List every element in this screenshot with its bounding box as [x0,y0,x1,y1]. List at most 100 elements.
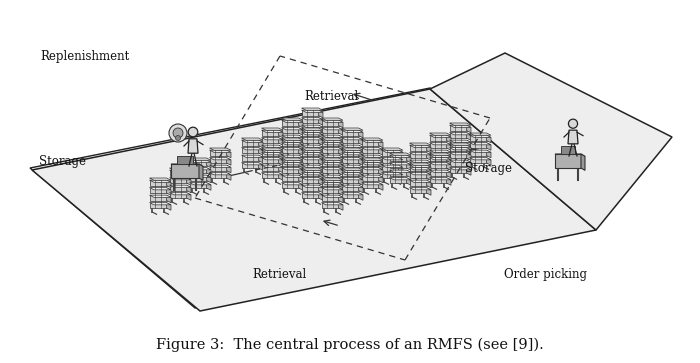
Polygon shape [321,120,339,126]
Polygon shape [302,125,318,131]
Circle shape [169,124,187,142]
Polygon shape [209,165,231,167]
Polygon shape [262,153,279,158]
Polygon shape [361,163,383,165]
Circle shape [568,119,578,128]
Polygon shape [321,140,343,142]
Polygon shape [318,138,323,145]
Polygon shape [430,143,447,148]
Polygon shape [302,152,323,155]
Polygon shape [298,148,303,155]
Polygon shape [206,160,211,168]
Polygon shape [430,133,451,135]
Polygon shape [389,155,411,157]
Polygon shape [298,128,303,135]
Polygon shape [410,160,431,162]
Polygon shape [318,178,323,185]
Polygon shape [167,180,171,188]
Polygon shape [262,158,279,163]
Polygon shape [279,150,283,158]
Polygon shape [430,135,447,140]
Polygon shape [302,170,318,175]
Polygon shape [302,172,323,175]
Polygon shape [302,150,318,155]
Polygon shape [466,160,471,168]
Polygon shape [410,145,431,147]
Polygon shape [209,158,231,160]
Polygon shape [342,153,358,158]
Polygon shape [426,153,431,160]
Polygon shape [321,135,343,137]
Polygon shape [227,165,231,173]
Polygon shape [410,165,426,171]
Polygon shape [430,158,447,163]
Polygon shape [262,128,283,130]
Polygon shape [382,158,403,160]
Polygon shape [321,183,343,185]
Polygon shape [321,183,339,188]
Polygon shape [470,135,491,137]
Circle shape [173,128,183,138]
Polygon shape [321,140,339,146]
Polygon shape [150,180,167,185]
Polygon shape [150,195,171,197]
Polygon shape [339,135,343,143]
Polygon shape [342,168,363,170]
Polygon shape [190,168,211,170]
Polygon shape [358,158,363,165]
Polygon shape [258,155,263,163]
Polygon shape [177,156,192,164]
Polygon shape [241,163,263,165]
Polygon shape [318,110,323,118]
Polygon shape [209,173,227,178]
Polygon shape [281,168,298,173]
Polygon shape [302,145,323,147]
Polygon shape [430,155,447,160]
Polygon shape [281,143,298,148]
Polygon shape [361,148,383,150]
Polygon shape [449,125,471,127]
Polygon shape [209,158,227,163]
Polygon shape [258,148,263,155]
Text: Order picking: Order picking [504,268,587,281]
Polygon shape [382,158,398,163]
Polygon shape [167,203,171,210]
Polygon shape [169,168,191,170]
Polygon shape [447,155,451,163]
Polygon shape [339,183,343,190]
Polygon shape [318,165,323,173]
Polygon shape [169,178,186,183]
Polygon shape [339,120,343,128]
Polygon shape [449,148,466,153]
Polygon shape [449,160,471,162]
Polygon shape [318,145,323,153]
Polygon shape [281,183,298,188]
Text: Figure 3:  The central process of an RMFS (see [9]).: Figure 3: The central process of an RMFS… [156,338,544,352]
Polygon shape [398,165,403,173]
Polygon shape [430,163,447,168]
Polygon shape [206,183,211,190]
Polygon shape [342,173,358,178]
Polygon shape [407,155,411,163]
Polygon shape [169,170,186,175]
Polygon shape [150,188,167,193]
Polygon shape [262,145,279,151]
Polygon shape [302,133,318,138]
Polygon shape [361,148,379,153]
Polygon shape [379,140,383,148]
Polygon shape [321,195,339,200]
Polygon shape [382,150,398,155]
Polygon shape [339,128,343,135]
Polygon shape [407,178,411,185]
Polygon shape [430,150,451,152]
Polygon shape [379,183,383,190]
Polygon shape [358,173,363,180]
Polygon shape [555,154,581,168]
Polygon shape [447,135,451,143]
Polygon shape [258,163,263,170]
Polygon shape [321,180,339,185]
Polygon shape [342,138,363,140]
Polygon shape [262,150,279,155]
Polygon shape [342,152,363,155]
Polygon shape [555,154,585,156]
